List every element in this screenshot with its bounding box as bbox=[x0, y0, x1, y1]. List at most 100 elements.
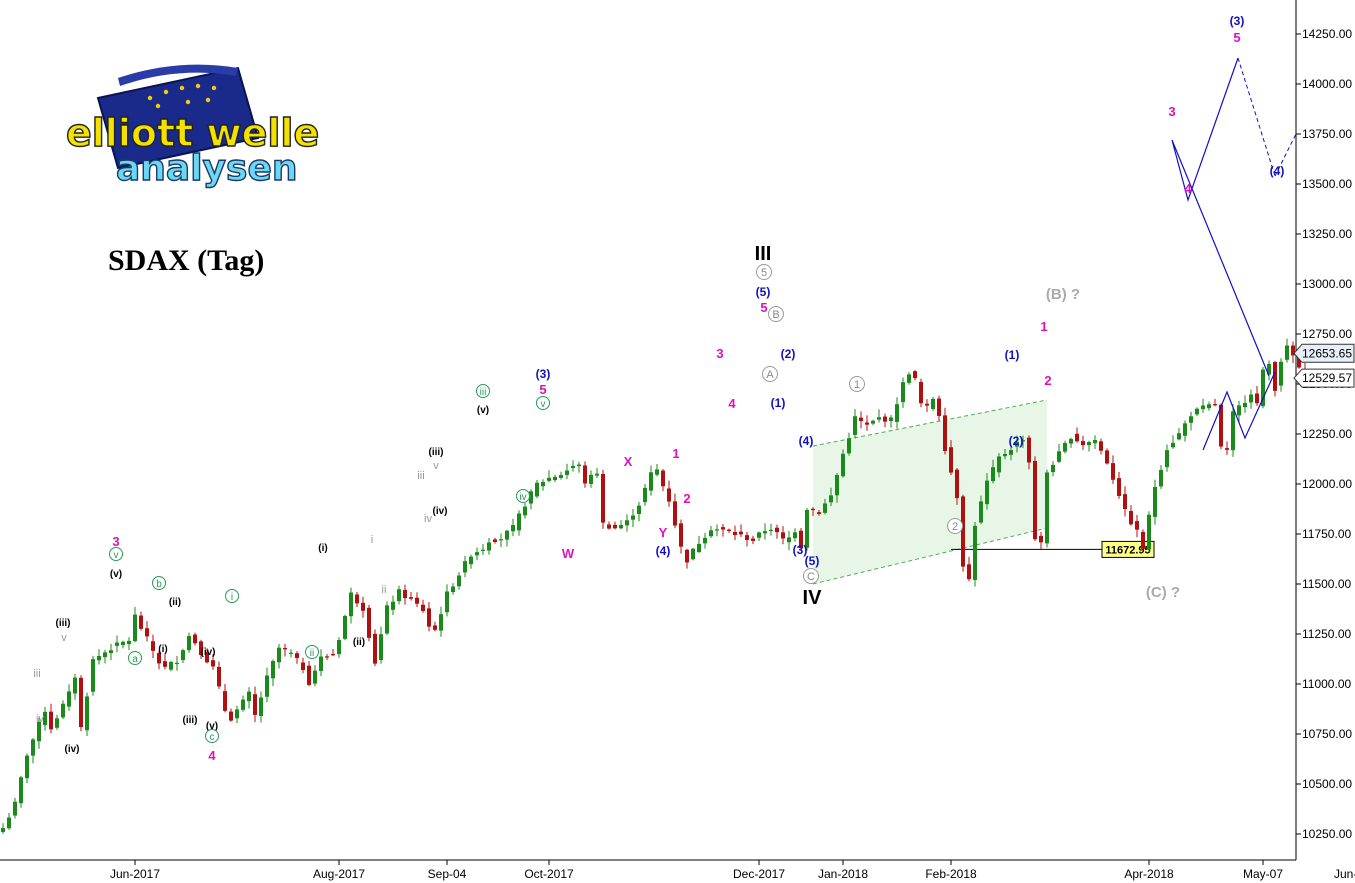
candle bbox=[1045, 472, 1049, 544]
wave-label-black: (v) bbox=[206, 721, 218, 732]
wave-label-black: (i) bbox=[318, 543, 327, 554]
circle-badge-gray bbox=[756, 264, 772, 280]
candle bbox=[997, 456, 1001, 473]
candle bbox=[535, 482, 539, 497]
candle bbox=[481, 549, 485, 551]
candle bbox=[925, 403, 929, 406]
candle bbox=[1207, 404, 1211, 409]
x-tick-label: Oct-2017 bbox=[524, 867, 574, 881]
x-tick-label: Jun-2017 bbox=[110, 867, 160, 881]
candle bbox=[7, 817, 11, 829]
candle bbox=[1297, 354, 1301, 368]
y-tick-label: 10750.00 bbox=[1302, 727, 1352, 741]
projection-path bbox=[1171, 57, 1297, 451]
circle-badge bbox=[205, 729, 219, 743]
candle bbox=[775, 527, 779, 533]
logo-elliott-wellen: elliott wellen analysen bbox=[65, 64, 320, 190]
wave-label-magenta: 2 bbox=[683, 491, 690, 506]
candle bbox=[841, 453, 845, 477]
candle bbox=[289, 652, 293, 654]
candle bbox=[67, 691, 71, 707]
candle bbox=[787, 537, 791, 543]
x-tick-label: Aug-2017 bbox=[313, 867, 365, 881]
candle bbox=[109, 650, 113, 654]
wave-label-blue: (2) bbox=[1009, 434, 1024, 448]
wave-label-black: (iv) bbox=[201, 647, 216, 658]
candle bbox=[349, 592, 353, 617]
candle bbox=[415, 597, 419, 604]
candle bbox=[145, 628, 149, 637]
candle bbox=[781, 532, 785, 539]
candle bbox=[583, 465, 587, 484]
candle bbox=[49, 711, 53, 730]
x-tick-label: Sep-04 bbox=[428, 867, 467, 881]
y-tick-label: 14250.00 bbox=[1302, 27, 1352, 41]
candle bbox=[1225, 448, 1229, 450]
wave-label-black: (ii) bbox=[353, 637, 365, 648]
circle-badge bbox=[536, 396, 550, 410]
circle-badge bbox=[128, 651, 142, 665]
candle bbox=[541, 482, 545, 487]
candle bbox=[667, 488, 671, 502]
candle bbox=[43, 711, 47, 726]
candle bbox=[979, 501, 983, 523]
wave-label-circled-green: b bbox=[156, 579, 162, 590]
projection-label: (4) bbox=[1270, 164, 1285, 178]
candle bbox=[1, 828, 5, 833]
y-tick-label: 11250.00 bbox=[1302, 627, 1351, 641]
x-tick-label: Jan-2018 bbox=[818, 867, 868, 881]
candle bbox=[1219, 404, 1223, 447]
candle bbox=[187, 636, 191, 651]
wave-label-circled-green: ii bbox=[310, 648, 314, 659]
candle bbox=[679, 523, 683, 547]
candle bbox=[499, 539, 503, 541]
candle bbox=[1057, 451, 1061, 462]
candle bbox=[895, 404, 899, 422]
candle bbox=[19, 777, 23, 804]
candle bbox=[967, 564, 971, 580]
circle-badge bbox=[516, 489, 530, 503]
candle bbox=[811, 508, 815, 511]
candle bbox=[1033, 460, 1037, 540]
projection-dashed-2 bbox=[1274, 133, 1297, 177]
wave-label-circled-green: c bbox=[210, 732, 215, 743]
candle bbox=[331, 654, 335, 656]
prev-value-tag: 12653.65 bbox=[1302, 346, 1352, 360]
candle bbox=[511, 525, 515, 532]
prev-value-tag-box bbox=[1293, 343, 1355, 363]
candle bbox=[319, 656, 323, 671]
candle bbox=[985, 480, 989, 505]
candle bbox=[451, 586, 455, 593]
logo-text-2: analysen bbox=[116, 148, 298, 189]
candle bbox=[547, 477, 551, 481]
candle bbox=[313, 670, 317, 684]
candle bbox=[1141, 531, 1145, 549]
wave-label-black: (iii) bbox=[56, 618, 71, 629]
candle bbox=[475, 552, 479, 556]
wave-label-black: (iii) bbox=[183, 715, 198, 726]
candle bbox=[103, 652, 107, 658]
candle bbox=[433, 625, 437, 630]
candle bbox=[1117, 478, 1121, 496]
candle bbox=[247, 691, 251, 702]
projection-label: (3) bbox=[1230, 14, 1245, 28]
candle bbox=[1147, 514, 1151, 550]
candle bbox=[397, 589, 401, 602]
candle bbox=[493, 539, 497, 542]
candle bbox=[229, 711, 233, 721]
candle bbox=[745, 535, 749, 540]
trend-channel: 11672.95 bbox=[812, 399, 1155, 585]
candle bbox=[727, 529, 731, 532]
wave-label-large: IV bbox=[803, 587, 823, 609]
wave-label-large: III bbox=[755, 243, 772, 265]
wave-label-gray: iv bbox=[424, 513, 432, 525]
candle bbox=[157, 653, 161, 664]
circle-badge bbox=[109, 547, 123, 561]
y-tick-label: 14000.00 bbox=[1302, 77, 1352, 91]
chart-title: SDAX (Tag) bbox=[108, 244, 265, 277]
y-tick-label: 11500.00 bbox=[1302, 577, 1351, 591]
candle bbox=[823, 503, 827, 513]
candle bbox=[259, 697, 263, 717]
candle bbox=[1261, 369, 1265, 407]
candle bbox=[439, 614, 443, 631]
